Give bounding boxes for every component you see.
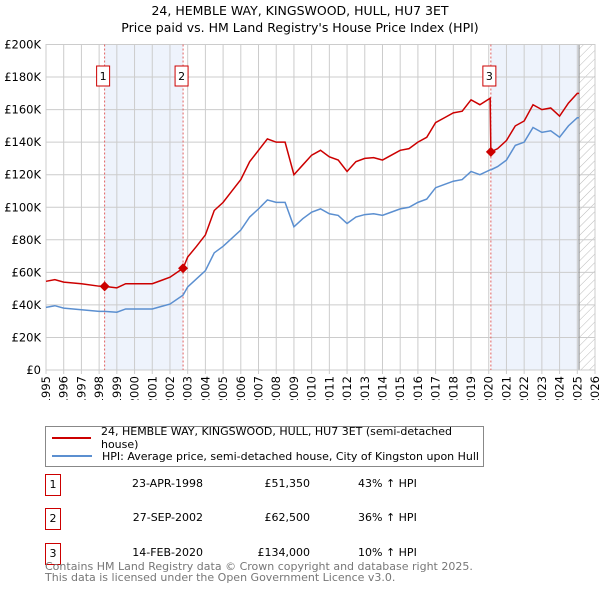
footer-licence: This data is licensed under the Open Gov… bbox=[45, 571, 396, 584]
sale-row: 2 27-SEP-2002 £62,500 36% ↑ HPI bbox=[45, 508, 445, 530]
x-tick-label: 2026 bbox=[588, 376, 600, 400]
y-tick-label: £60K bbox=[12, 265, 42, 279]
x-tick-label: 2021 bbox=[499, 376, 513, 400]
plot-border bbox=[45, 44, 596, 371]
sale-row: 1 23-APR-1998 £51,350 43% ↑ HPI bbox=[45, 474, 445, 496]
chart-subtitle: Price paid vs. HM Land Registry's House … bbox=[121, 20, 479, 35]
y-tick-label: £0 bbox=[26, 363, 41, 377]
sale-hpi-diff: 10% ↑ HPI bbox=[358, 546, 417, 559]
y-tick-label: £160K bbox=[4, 103, 41, 117]
legend-item-property: 24, HEMBLE WAY, KINGSWOOD, HULL, HU7 3ET… bbox=[52, 425, 483, 451]
x-tick-label: 2022 bbox=[517, 376, 531, 400]
x-tick-label: 2002 bbox=[163, 376, 177, 400]
sale-number: 3 bbox=[45, 543, 61, 565]
x-tick-label: 2017 bbox=[429, 376, 443, 400]
sale-row: 3 14-FEB-2020 £134,000 10% ↑ HPI bbox=[45, 543, 445, 565]
y-tick-label: £100K bbox=[4, 200, 41, 214]
sale-label-border bbox=[482, 65, 497, 87]
sale-price: £51,350 bbox=[264, 477, 311, 490]
legend-swatch-blue bbox=[52, 455, 92, 457]
sale-label-box: 1 bbox=[96, 65, 111, 87]
sale-hpi-diff: 36% ↑ HPI bbox=[358, 511, 417, 524]
legend-swatch-red bbox=[52, 437, 91, 439]
price-chart: 1995 1996 1997 1998 1999 2000 2001 2002 2003 2004… bbox=[4, 38, 600, 401]
x-tick-label: 2015 bbox=[393, 376, 407, 400]
sale-number: 2 bbox=[45, 508, 61, 530]
sale-label: 1 bbox=[100, 70, 107, 83]
x-tick-label: 1997 bbox=[74, 376, 88, 400]
sale-label-box: 3 bbox=[482, 65, 497, 87]
x-tick-label: 2003 bbox=[181, 376, 195, 400]
sale-marker bbox=[99, 281, 110, 292]
x-tick-label: 2012 bbox=[340, 376, 354, 400]
x-tick-label: 2010 bbox=[305, 376, 319, 400]
x-tick-label: 2016 bbox=[411, 376, 425, 400]
sale-label-border bbox=[96, 65, 111, 87]
x-tick-label: 2020 bbox=[482, 376, 496, 400]
sale-marker bbox=[178, 263, 189, 274]
x-tick-label: 2007 bbox=[252, 376, 266, 400]
chart-title: 24, HEMBLE WAY, KINGSWOOD, HULL, HU7 3ET bbox=[151, 3, 449, 18]
y-tick-label: £180K bbox=[4, 70, 41, 84]
x-tick-label: 2001 bbox=[145, 376, 159, 400]
y-tick-label: £120K bbox=[4, 168, 41, 182]
property-price-line bbox=[45, 92, 580, 289]
legend-label: HPI: Average price, semi-detached house,… bbox=[102, 449, 479, 463]
sale-price: £134,000 bbox=[257, 546, 311, 559]
x-tick-label: 2004 bbox=[198, 376, 212, 400]
x-tick-label: 2009 bbox=[287, 376, 301, 400]
sale-label: 2 bbox=[178, 70, 185, 83]
sale-label: 3 bbox=[486, 70, 493, 83]
x-tick-label: 2019 bbox=[464, 376, 478, 400]
x-tick-label: 2018 bbox=[446, 376, 460, 400]
y-tick-label: £200K bbox=[4, 38, 41, 52]
sale-hpi-diff: 43% ↑ HPI bbox=[358, 477, 417, 490]
x-tick-label: 1996 bbox=[57, 376, 71, 400]
x-tick-label: 1995 bbox=[39, 376, 53, 400]
x-tick-label: 2005 bbox=[216, 376, 230, 400]
x-tick-label: 2014 bbox=[375, 376, 389, 400]
y-tick-label: £140K bbox=[4, 135, 41, 149]
sale-label-border bbox=[174, 65, 189, 87]
x-tick-label: 2024 bbox=[553, 376, 567, 400]
sale-marker bbox=[485, 146, 496, 157]
sale-date: 27-SEP-2002 bbox=[132, 511, 203, 524]
sale-date: 23-APR-1998 bbox=[131, 477, 203, 490]
y-tick-label: £40K bbox=[12, 298, 42, 312]
x-tick-label: 2025 bbox=[570, 376, 584, 400]
x-tick-label: 1999 bbox=[110, 376, 124, 400]
x-tick-label: 1998 bbox=[92, 376, 106, 400]
footer-copyright: Contains HM Land Registry data © Crown c… bbox=[45, 560, 473, 573]
x-tick-label: 2013 bbox=[358, 376, 372, 400]
x-tick-label: 2011 bbox=[322, 376, 336, 400]
x-tick-label: 2008 bbox=[269, 376, 283, 400]
sale-price: £62,500 bbox=[264, 511, 311, 524]
x-tick-label: 2023 bbox=[535, 376, 549, 400]
sale-label-box: 2 bbox=[174, 65, 189, 87]
y-tick-label: £20K bbox=[12, 330, 42, 344]
hpi-line bbox=[45, 116, 580, 313]
sale-date: 14-FEB-2020 bbox=[132, 546, 203, 559]
legend-label: 24, HEMBLE WAY, KINGSWOOD, HULL, HU7 3ET… bbox=[100, 425, 452, 451]
legend: 24, HEMBLE WAY, KINGSWOOD, HULL, HU7 3ET… bbox=[45, 425, 484, 467]
x-tick-label: 2000 bbox=[128, 376, 142, 400]
y-tick-label: £80K bbox=[12, 233, 42, 247]
sale-number: 1 bbox=[45, 474, 61, 496]
x-tick-label: 2006 bbox=[234, 376, 248, 400]
legend-item-hpi: HPI: Average price, semi-detached house,… bbox=[52, 448, 479, 464]
